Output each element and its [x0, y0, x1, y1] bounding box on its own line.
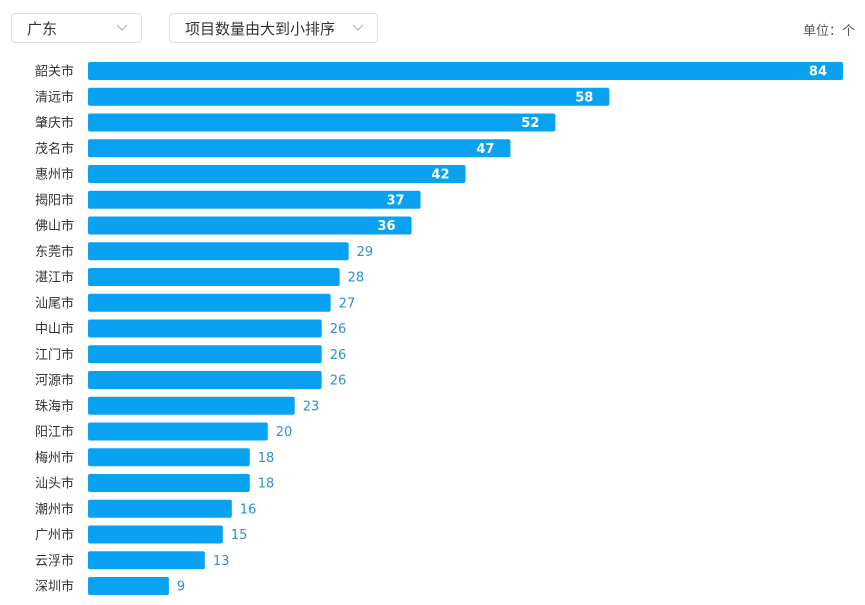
region-select[interactable]: 广东 — [11, 13, 142, 43]
category-label: 梅州市 — [35, 450, 74, 466]
value-label: 26 — [330, 374, 347, 389]
category-label: 湛江市 — [35, 270, 74, 286]
bar[interactable] — [88, 551, 205, 570]
value-label: 9 — [177, 580, 185, 595]
bar[interactable] — [88, 242, 349, 261]
value-label: 26 — [330, 348, 347, 363]
value-label: 23 — [303, 399, 320, 414]
category-label: 清远市 — [35, 89, 74, 105]
bar[interactable] — [88, 190, 421, 209]
value-label: 84 — [809, 65, 827, 80]
value-label: 15 — [231, 528, 248, 543]
category-label: 汕尾市 — [35, 295, 74, 311]
category-label: 肇庆市 — [35, 115, 74, 131]
value-label: 52 — [521, 116, 539, 131]
value-label: 47 — [476, 142, 494, 157]
value-label: 16 — [240, 502, 257, 517]
value-label: 18 — [258, 451, 275, 466]
value-label: 27 — [339, 296, 356, 311]
category-label: 潮州市 — [35, 501, 74, 517]
bar[interactable] — [88, 448, 250, 467]
sort-select-value: 项目数量由大到小排序 — [185, 19, 336, 38]
category-label: 云浮市 — [35, 553, 74, 569]
value-label: 58 — [575, 90, 593, 105]
bar[interactable] — [88, 345, 322, 364]
value-label: 37 — [386, 193, 404, 208]
value-label: 36 — [377, 219, 395, 234]
bar[interactable] — [88, 293, 331, 312]
value-label: 18 — [258, 477, 275, 492]
category-label: 东莞市 — [35, 244, 74, 260]
bar[interactable] — [88, 577, 169, 595]
bar[interactable] — [88, 396, 295, 415]
category-label: 阳江市 — [35, 424, 74, 440]
category-label: 深圳市 — [35, 579, 74, 595]
bar[interactable] — [88, 499, 232, 518]
category-label: 河源市 — [35, 373, 74, 389]
category-label: 广州市 — [35, 527, 74, 543]
bar[interactable] — [88, 319, 322, 338]
category-label: 揭阳市 — [35, 192, 74, 208]
bar[interactable] — [88, 268, 340, 286]
category-label: 珠海市 — [35, 398, 74, 414]
unit-label: 单位：个 — [802, 24, 855, 39]
region-select-value: 广东 — [27, 19, 58, 38]
category-label: 中山市 — [35, 321, 74, 337]
bar[interactable] — [88, 422, 268, 441]
chevron-down-icon — [115, 21, 129, 35]
category-label: 江门市 — [35, 347, 74, 363]
value-label: 13 — [213, 554, 230, 569]
chevron-down-icon — [351, 21, 365, 35]
category-label: 汕头市 — [35, 476, 74, 492]
category-label: 佛山市 — [35, 218, 74, 234]
sort-select[interactable]: 项目数量由大到小排序 — [169, 13, 378, 43]
category-label: 茂名市 — [35, 141, 74, 157]
value-label: 42 — [431, 168, 449, 183]
value-label: 29 — [357, 245, 374, 260]
bar[interactable] — [88, 87, 610, 106]
bar[interactable] — [88, 62, 843, 80]
value-label: 26 — [330, 322, 347, 337]
category-label: 惠州市 — [35, 167, 74, 183]
bar[interactable] — [88, 139, 511, 158]
value-label: 20 — [276, 425, 293, 440]
bar[interactable] — [88, 113, 556, 132]
bar[interactable] — [88, 165, 466, 183]
category-label: 韶关市 — [35, 64, 74, 80]
bar[interactable] — [88, 525, 223, 544]
bar[interactable] — [88, 371, 322, 389]
bar[interactable] — [88, 216, 412, 235]
value-label: 28 — [348, 271, 365, 286]
bar[interactable] — [88, 474, 250, 492]
